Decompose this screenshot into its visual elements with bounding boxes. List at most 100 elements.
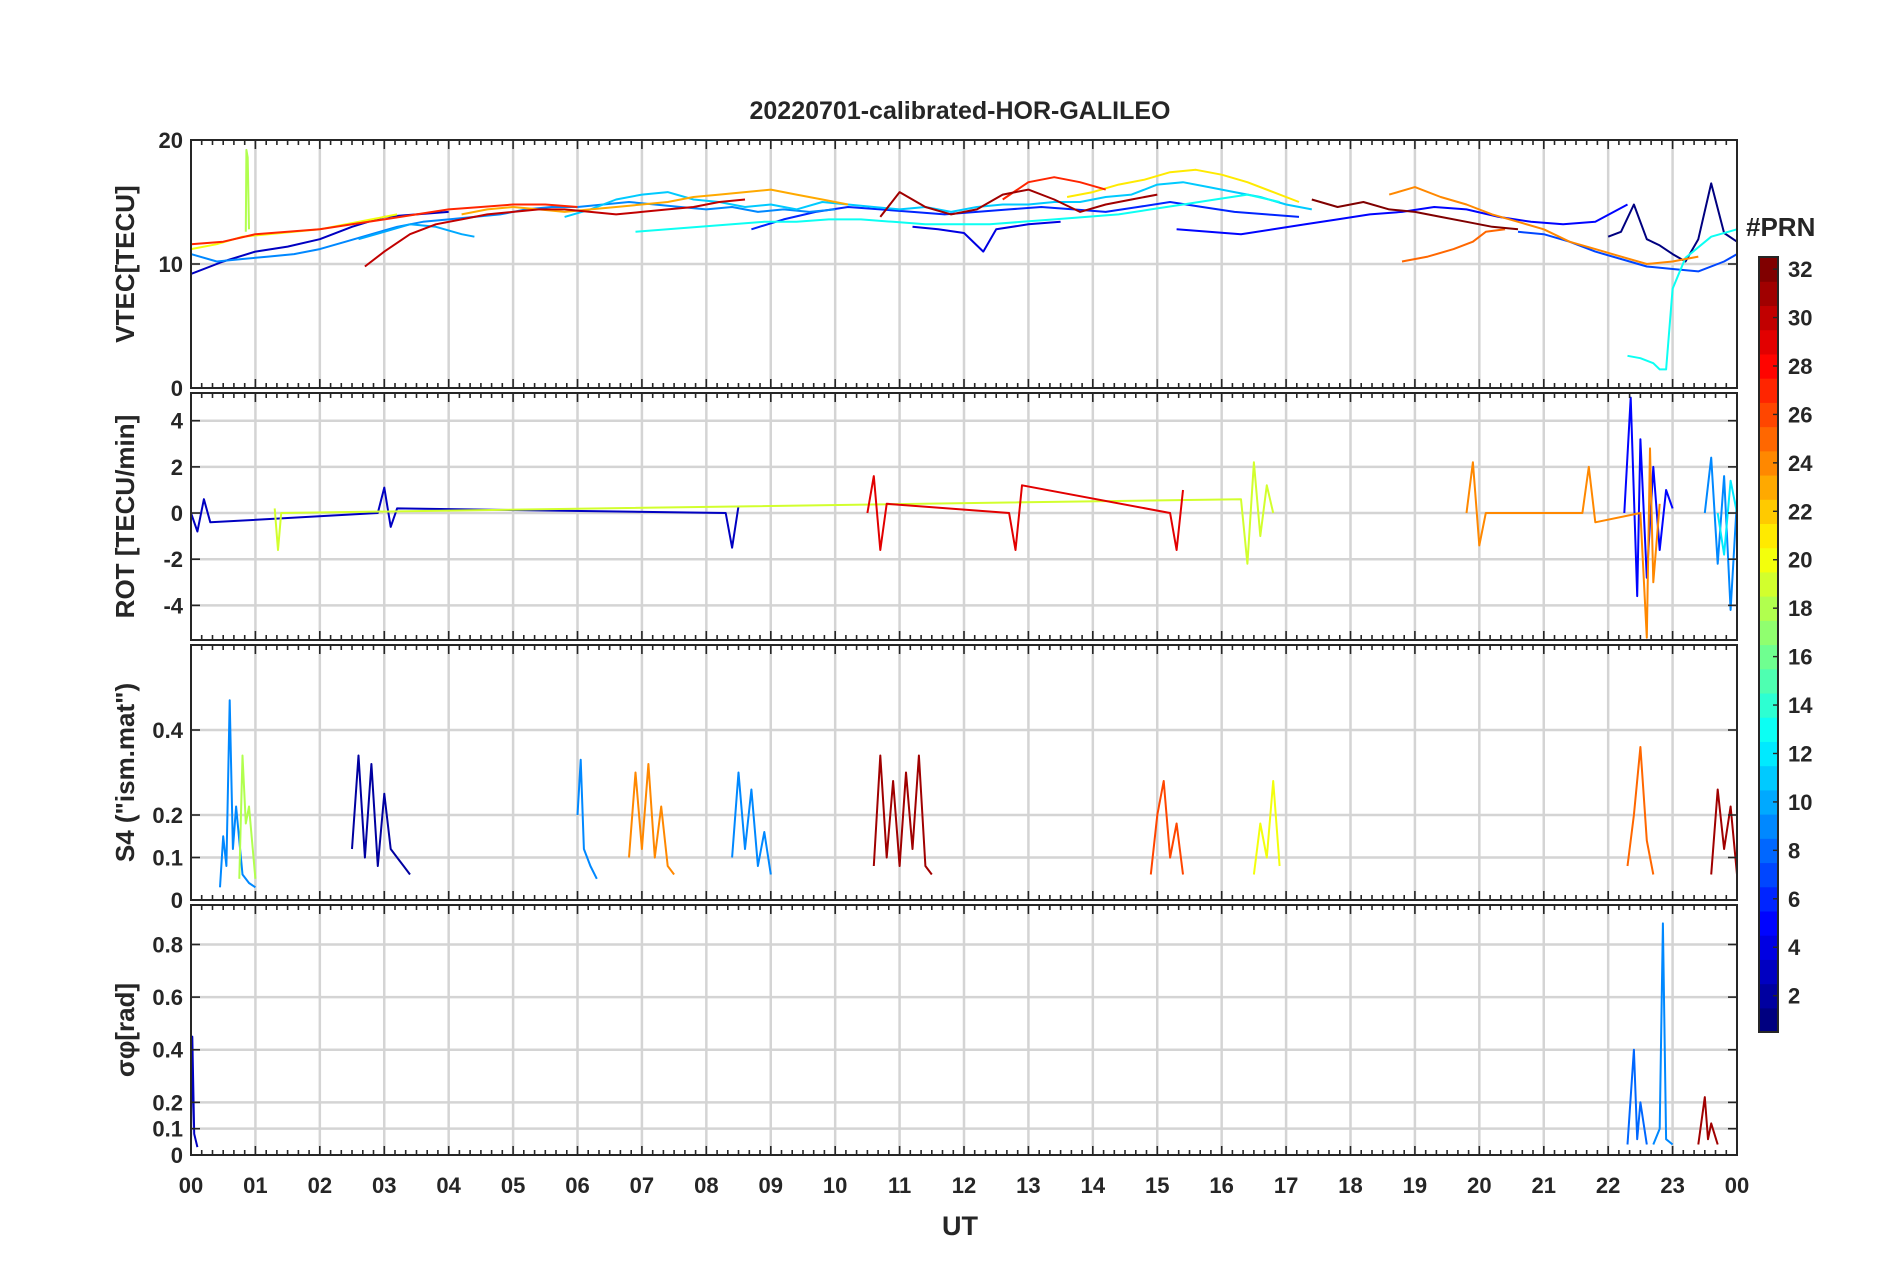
- y-tick-label: 10: [159, 252, 183, 277]
- series-line-prn-26: [1149, 780, 1184, 875]
- colorbar-tick-label: 2: [1788, 984, 1800, 1009]
- colorbar-swatch: [1759, 717, 1778, 742]
- series-line-prn-2: [351, 754, 411, 876]
- series-line-prn-10: [358, 223, 475, 241]
- x-tick-label: 16: [1209, 1173, 1233, 1198]
- series-line-prn-8: [1626, 1048, 1648, 1145]
- x-tick-label: 00: [179, 1173, 203, 1198]
- y-tick-label: 0.6: [152, 985, 183, 1010]
- colorbar-tick-label: 10: [1788, 790, 1812, 815]
- x-tick-label: 04: [436, 1173, 461, 1198]
- series-line-prn-9: [576, 758, 598, 880]
- series-line-prn-32: [1311, 198, 1519, 231]
- x-tick-label: 05: [501, 1173, 525, 1198]
- series-line-prn-7: [1517, 230, 1738, 273]
- series-line-prn-27: [1002, 176, 1106, 201]
- colorbar-swatch: [1759, 305, 1778, 331]
- colorbar-swatch: [1759, 1007, 1778, 1033]
- x-tick-label: 22: [1596, 1173, 1620, 1198]
- panel-series: [190, 396, 1738, 639]
- series-line-prn-9: [1652, 922, 1674, 1146]
- panel-frame: [190, 904, 1738, 1156]
- colorbar-swatch: [1759, 789, 1778, 815]
- series-line-prn-5: [1176, 203, 1628, 236]
- colorbar-swatch: [1759, 547, 1778, 573]
- colorbar-swatch: [1759, 523, 1778, 549]
- colorbar-swatch: [1759, 910, 1778, 936]
- panel-rot: -4 -2 0 2 4 ROT [TECU/min]: [110, 392, 1738, 641]
- colorbar-swatch: [1759, 862, 1778, 888]
- series-line-prn-6: [751, 201, 1300, 231]
- panel-series: [190, 148, 1738, 371]
- colorbar-swatch: [1759, 814, 1778, 839]
- colorbar-tick-label: 24: [1788, 451, 1813, 476]
- colorbar-swatch: [1759, 692, 1778, 718]
- panel-y-ticks: 0 0.1 0.2 0.4: [152, 718, 1737, 913]
- panel-series: [219, 699, 1738, 889]
- series-line-prn-3: [190, 486, 740, 549]
- y-tick-label: -4: [163, 593, 183, 618]
- series-line-prn-5: [1623, 396, 1674, 598]
- colorbar-tick-label: 28: [1788, 354, 1812, 379]
- colorbar-swatch: [1759, 378, 1778, 403]
- colorbar-swatch: [1759, 402, 1778, 428]
- series-line-prn-4: [912, 220, 1061, 253]
- colorbar-tick-label: 32: [1788, 257, 1812, 282]
- colorbar-swatch: [1759, 886, 1778, 912]
- colorbar-label: #PRN: [1746, 212, 1815, 242]
- colorbar-tick-label: 26: [1788, 402, 1812, 427]
- series-line-prn-24: [1388, 186, 1699, 265]
- y-axis-label: VTEC[TECU]: [110, 185, 140, 342]
- colorbar-swatch: [1759, 838, 1778, 864]
- colorbar-tick-label: 20: [1788, 548, 1812, 573]
- series-line-prn-12: [1716, 479, 1738, 556]
- panel-vtec: 0 10 20 VTEC[TECU]: [110, 128, 1738, 401]
- panel-grid: [191, 645, 1737, 900]
- y-tick-label: 4: [171, 409, 184, 434]
- series-line-prn-1: [1607, 182, 1738, 263]
- series-line-prn-13: [1627, 228, 1738, 371]
- x-tick-label: 08: [694, 1173, 718, 1198]
- series-line-prn-18: [238, 754, 257, 879]
- panel-frame: [190, 392, 1738, 641]
- y-axis-label: σφ[rad]: [110, 983, 140, 1077]
- series-line-prn-13: [635, 193, 1280, 233]
- colorbar-swatch: [1759, 765, 1778, 791]
- y-tick-label: 0.4: [152, 718, 183, 743]
- series-line-prn-31: [872, 754, 933, 876]
- colorbar-tick-label: 8: [1788, 838, 1800, 863]
- y-tick-label: 0.1: [152, 1117, 183, 1142]
- series-line-prn-9: [731, 771, 772, 875]
- colorbar-swatch: [1759, 474, 1778, 500]
- colorbar-swatch: [1759, 596, 1778, 621]
- y-tick-label: -2: [163, 547, 183, 572]
- colorbar-tick-label: 22: [1788, 499, 1812, 524]
- series-line-prn-31: [1697, 1096, 1719, 1145]
- y-tick-label: 0: [171, 376, 183, 401]
- y-tick-label: 20: [159, 128, 183, 153]
- colorbar-tick-label: 30: [1788, 306, 1812, 331]
- colorbar-tick-label: 4: [1788, 935, 1801, 960]
- y-tick-label: 0.2: [152, 1090, 183, 1115]
- panel-grid: [191, 140, 1737, 388]
- y-axis-label: S4 ("ism.mat"): [110, 683, 140, 862]
- y-tick-label: 0.4: [152, 1038, 183, 1063]
- x-tick-label: 02: [308, 1173, 332, 1198]
- colorbar-swatch: [1759, 329, 1778, 355]
- x-tick-label: 17: [1274, 1173, 1298, 1198]
- colorbar-swatch: [1759, 499, 1778, 525]
- x-axis-label: UT: [942, 1211, 978, 1241]
- x-tick-label: 09: [759, 1173, 783, 1198]
- colorbar-tick-label: 14: [1788, 693, 1813, 718]
- colorbar-swatch: [1759, 959, 1778, 985]
- x-tick-label: 12: [952, 1173, 976, 1198]
- panel-frame: [190, 644, 1738, 901]
- series-line-prn-27: [190, 203, 578, 246]
- panel-y-ticks: 0 10 20: [159, 128, 1737, 401]
- panel-s4: 0 0.1 0.2 0.4 S4 ("ism.mat"): [110, 644, 1738, 913]
- series-line-prn-29: [866, 475, 1184, 551]
- panel-frame: [190, 139, 1738, 389]
- series-line-prn-20: [1252, 780, 1281, 875]
